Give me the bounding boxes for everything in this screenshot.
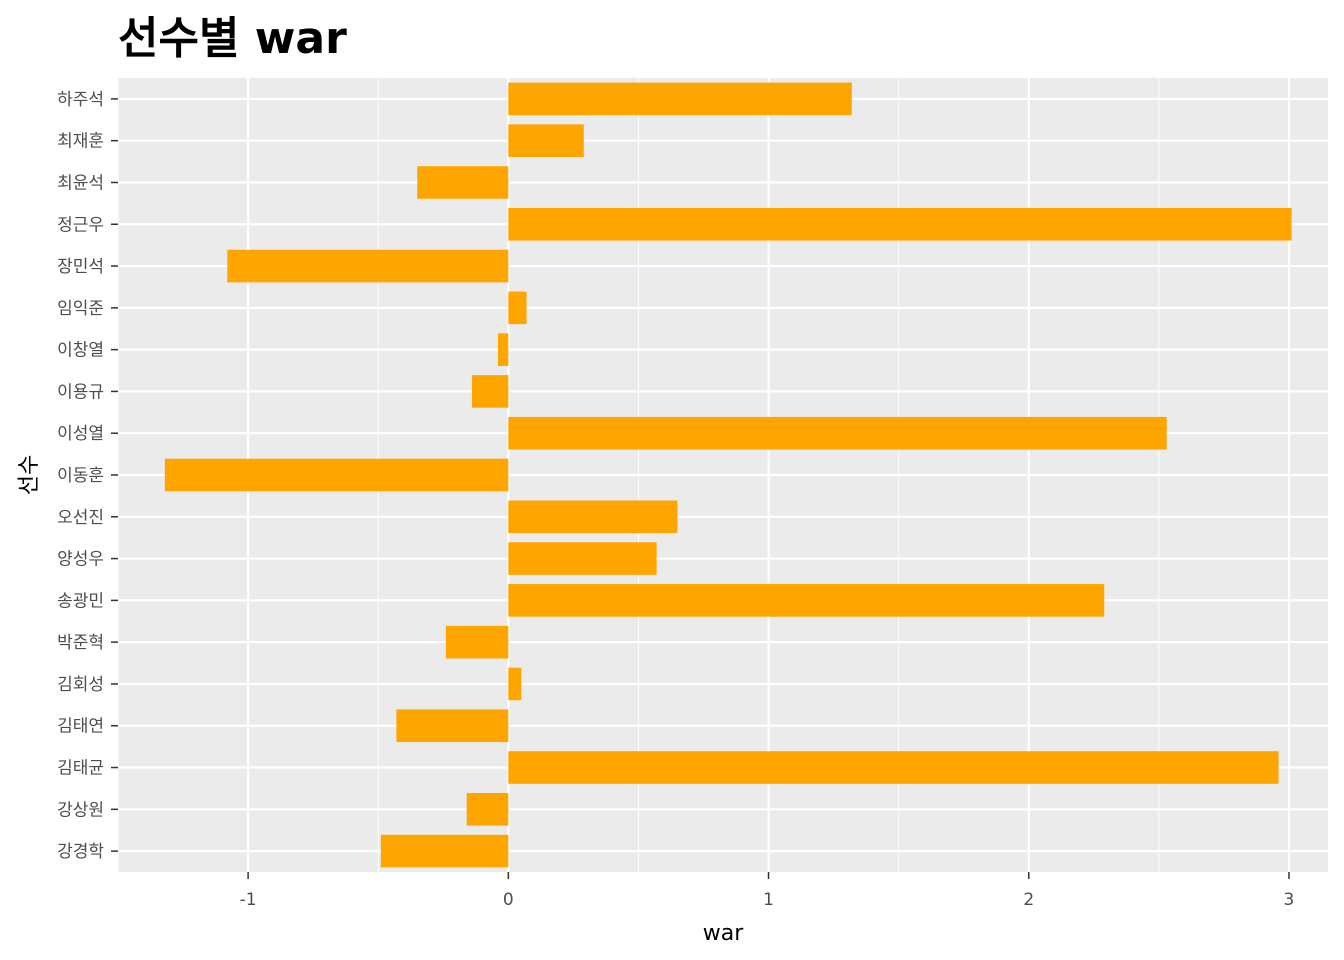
bar — [466, 793, 509, 826]
x-tick-label: 0 — [503, 890, 514, 910]
bars — [164, 82, 1292, 868]
bar — [497, 333, 509, 366]
y-tick-label: 김태균 — [57, 759, 104, 779]
y-axis: 하주석최재훈최윤석정근우장민석임익준이창열이용규이성열이동훈오선진양성우송광민박… — [57, 90, 118, 862]
y-tick-label: 이창열 — [57, 341, 104, 361]
bar — [445, 625, 509, 659]
bar — [508, 500, 678, 534]
y-tick-label: 하주석 — [57, 90, 104, 110]
y-tick-label: 양성우 — [57, 550, 104, 570]
y-tick-label: 강상원 — [57, 800, 104, 820]
bar — [508, 291, 527, 325]
bar — [508, 82, 852, 116]
x-tick-label: -1 — [240, 890, 257, 910]
x-axis: -1 0 1 2 3 — [240, 872, 1295, 910]
y-tick-label: 박준혁 — [57, 633, 104, 653]
bar — [227, 249, 509, 283]
bar — [508, 667, 522, 701]
chart-title: 선수별 war — [118, 13, 347, 64]
y-tick-label: 오선진 — [57, 508, 104, 528]
bar — [380, 834, 509, 868]
y-tick-label: 송광민 — [57, 591, 104, 611]
bar — [508, 124, 584, 157]
y-tick-label: 김태연 — [57, 717, 104, 737]
x-tick-label: 1 — [763, 890, 774, 910]
x-axis-title: war — [703, 921, 744, 946]
y-tick-label: 장민석 — [57, 257, 104, 277]
bar — [508, 584, 1105, 617]
y-tick-label: 정근우 — [57, 215, 104, 235]
bar — [508, 416, 1167, 450]
x-tick-label: 2 — [1023, 890, 1034, 910]
bar — [471, 375, 509, 408]
y-tick-label: 최윤석 — [57, 173, 104, 193]
bar — [508, 207, 1292, 241]
y-tick-label: 최재훈 — [57, 132, 104, 152]
bar — [417, 166, 509, 199]
y-tick-label: 이용규 — [57, 382, 104, 402]
x-tick-label: 3 — [1284, 890, 1295, 910]
y-tick-label: 이동훈 — [57, 466, 104, 486]
bar — [396, 709, 509, 743]
bar — [508, 542, 657, 575]
bar — [508, 751, 1279, 784]
y-tick-label: 강경학 — [57, 842, 104, 862]
y-tick-label: 김회성 — [57, 675, 104, 695]
y-tick-label: 임익준 — [57, 299, 104, 319]
y-axis-title: 선수 — [17, 455, 42, 495]
bar — [164, 458, 509, 492]
y-tick-label: 이성열 — [57, 424, 104, 444]
